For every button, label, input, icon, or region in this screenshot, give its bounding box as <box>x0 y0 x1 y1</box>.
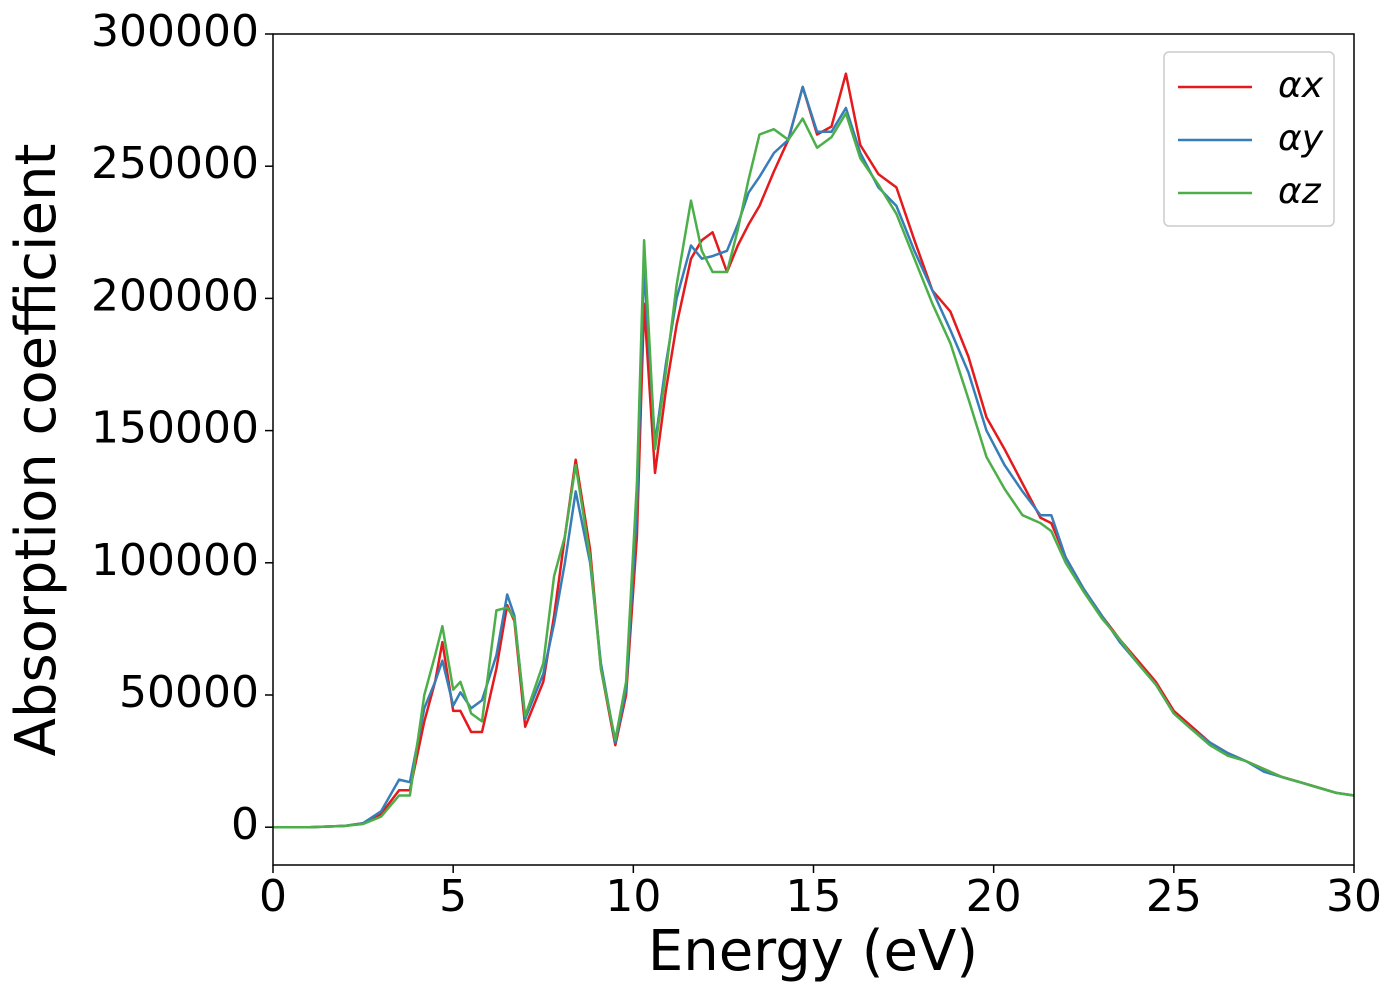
x-tick-label: 30 <box>1326 871 1382 922</box>
x-tick-label: 5 <box>439 871 467 922</box>
y-tick-label: 0 <box>231 799 259 850</box>
data-line <box>273 72 1355 829</box>
y-tick-label: 250000 <box>91 138 259 189</box>
data-line <box>273 112 1355 829</box>
legend-label: αz <box>1278 171 1322 212</box>
y-axis-label: Absorption coefficient <box>4 144 69 757</box>
legend-label: αy <box>1278 118 1324 159</box>
plot-frame <box>272 33 1355 866</box>
x-tick-label: 20 <box>966 871 1022 922</box>
legend-label: αx <box>1278 65 1324 106</box>
x-tick-label: 0 <box>259 871 287 922</box>
x-axis-label: Energy (eV) <box>648 919 978 984</box>
y-tick-label: 300000 <box>91 6 259 57</box>
y-tick-label: 50000 <box>119 667 259 718</box>
x-tick-label: 25 <box>1146 871 1202 922</box>
y-tick-label: 150000 <box>91 403 259 454</box>
x-tick-label: 10 <box>605 871 661 922</box>
y-tick-label: 200000 <box>91 270 259 321</box>
y-tick-label: 100000 <box>91 535 259 586</box>
x-tick-label: 15 <box>786 871 842 922</box>
